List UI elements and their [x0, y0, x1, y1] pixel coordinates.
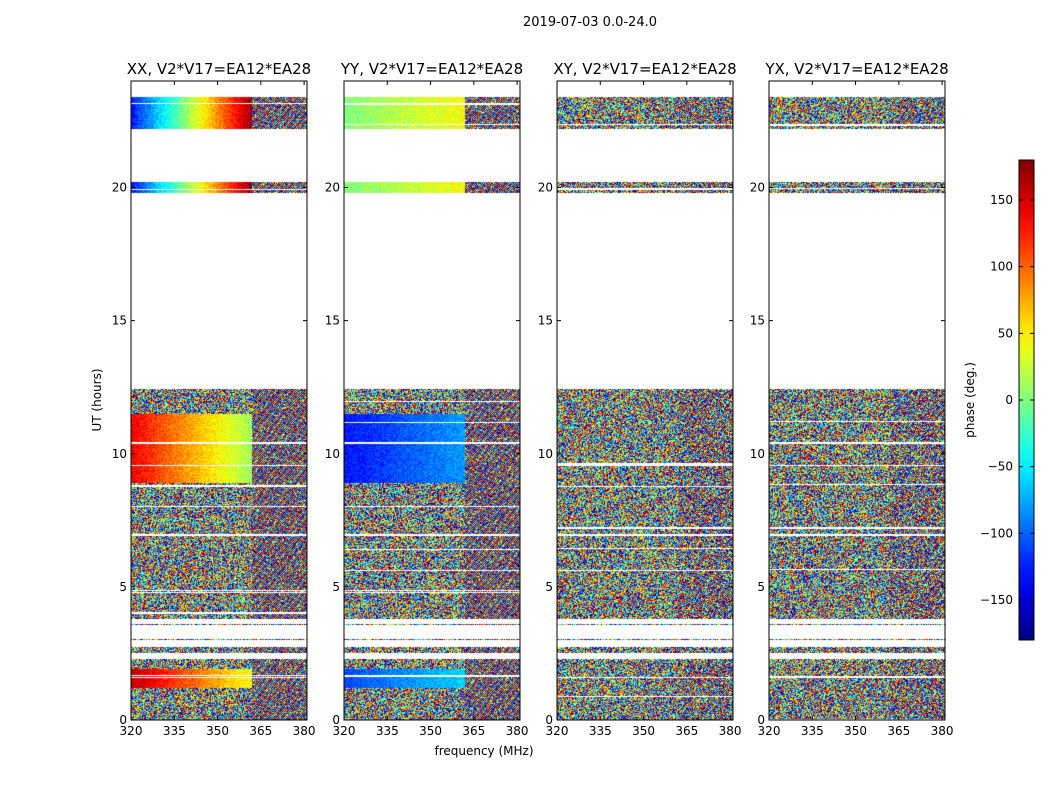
- heatmap-image: [557, 81, 733, 720]
- y-tick-label: 20: [750, 181, 765, 195]
- y-tick-label: 10: [750, 447, 765, 461]
- x-tick-label: 380: [506, 724, 529, 738]
- figure-suptitle: 2019-07-03 0.0-24.0: [523, 15, 657, 30]
- y-tick-label: 0: [332, 713, 340, 727]
- colorbar: −150 −100 −50 0 50 100 150: [980, 159, 1035, 641]
- y-tick-label: 15: [538, 314, 553, 328]
- y-tick-label: 20: [112, 181, 127, 195]
- panel-noise-2: XY, V2*V17=EA12*EA28 320 335 350 365 380 0 5 10 1…: [538, 60, 742, 738]
- y-tick-label: 15: [325, 314, 340, 328]
- y-tick-label: 0: [545, 713, 553, 727]
- colorbar-tick-label: 150: [990, 193, 1013, 207]
- panel-frame: [556, 80, 734, 721]
- x-tick-label: 380: [293, 724, 316, 738]
- panel-frame: [343, 80, 521, 721]
- colorbar-tick-label: 50: [998, 326, 1013, 340]
- colorbar-label: phase (deg.): [963, 362, 977, 438]
- colorbar-tick-label: −150: [980, 593, 1013, 607]
- x-tick-label: 335: [801, 724, 824, 738]
- x-tick-label: 320: [758, 724, 781, 738]
- y-tick-label: 0: [757, 713, 765, 727]
- panel-title: YX, V2*V17=EA12*EA28: [764, 60, 948, 78]
- y-tick-label: 10: [112, 447, 127, 461]
- x-tick-label: 365: [249, 724, 272, 738]
- x-tick-label: 380: [931, 724, 954, 738]
- y-tick-label: 5: [332, 580, 340, 594]
- x-tick-label: 350: [632, 724, 655, 738]
- x-tick-label: 350: [844, 724, 867, 738]
- colorbar-tick-label: 0: [1005, 393, 1013, 407]
- y-tick-label: 15: [112, 314, 127, 328]
- panel-frame: [768, 80, 946, 721]
- panel-title: YY, V2*V17=EA12*EA28: [340, 60, 523, 78]
- y-tick-label: 10: [325, 447, 340, 461]
- x-tick-label: 320: [333, 724, 356, 738]
- y-tick-label: 20: [325, 181, 340, 195]
- colorbar-tick-label: −100: [980, 526, 1013, 540]
- x-tick-label: 350: [206, 724, 229, 738]
- x-tick-label: 335: [589, 724, 612, 738]
- panels-group: XX, V2*V17=EA12*EA28 320 335 350 365 380 0 5 10 1…: [112, 60, 954, 738]
- y-tick-label: 0: [119, 713, 127, 727]
- panel-xx-0: XX, V2*V17=EA12*EA28 320 335 350 365 380 0 5 10 1…: [112, 60, 316, 738]
- y-tick-label: 5: [545, 580, 553, 594]
- x-tick-label: 335: [163, 724, 186, 738]
- heatmap-image: [344, 81, 520, 720]
- x-tick-label: 365: [887, 724, 910, 738]
- colorbar-tick-label: −50: [988, 460, 1013, 474]
- y-tick-label: 20: [538, 181, 553, 195]
- y-tick-label: 15: [750, 314, 765, 328]
- y-axis-label: UT (hours): [90, 368, 104, 431]
- panel-frame: [130, 80, 308, 721]
- panel-yy-1: YY, V2*V17=EA12*EA28 320 335 350 365 380 0 5 10 1…: [325, 60, 529, 738]
- x-axis-label: frequency (MHz): [434, 744, 533, 758]
- x-tick-label: 320: [120, 724, 143, 738]
- panel-title: XX, V2*V17=EA12*EA28: [127, 60, 311, 78]
- x-tick-label: 380: [719, 724, 742, 738]
- x-tick-label: 365: [675, 724, 698, 738]
- x-tick-label: 365: [462, 724, 485, 738]
- colorbar-tick-label: 100: [990, 260, 1013, 274]
- y-tick-label: 5: [757, 580, 765, 594]
- panel-noise-3: YX, V2*V17=EA12*EA28 320 335 350 365 380 0 5 10 1…: [750, 60, 954, 738]
- heatmap-image: [769, 81, 945, 720]
- heatmap-image: [131, 81, 307, 720]
- y-tick-label: 5: [119, 580, 127, 594]
- x-tick-label: 320: [546, 724, 569, 738]
- panel-title: XY, V2*V17=EA12*EA28: [553, 60, 736, 78]
- x-tick-label: 350: [419, 724, 442, 738]
- x-tick-label: 335: [376, 724, 399, 738]
- y-tick-label: 10: [538, 447, 553, 461]
